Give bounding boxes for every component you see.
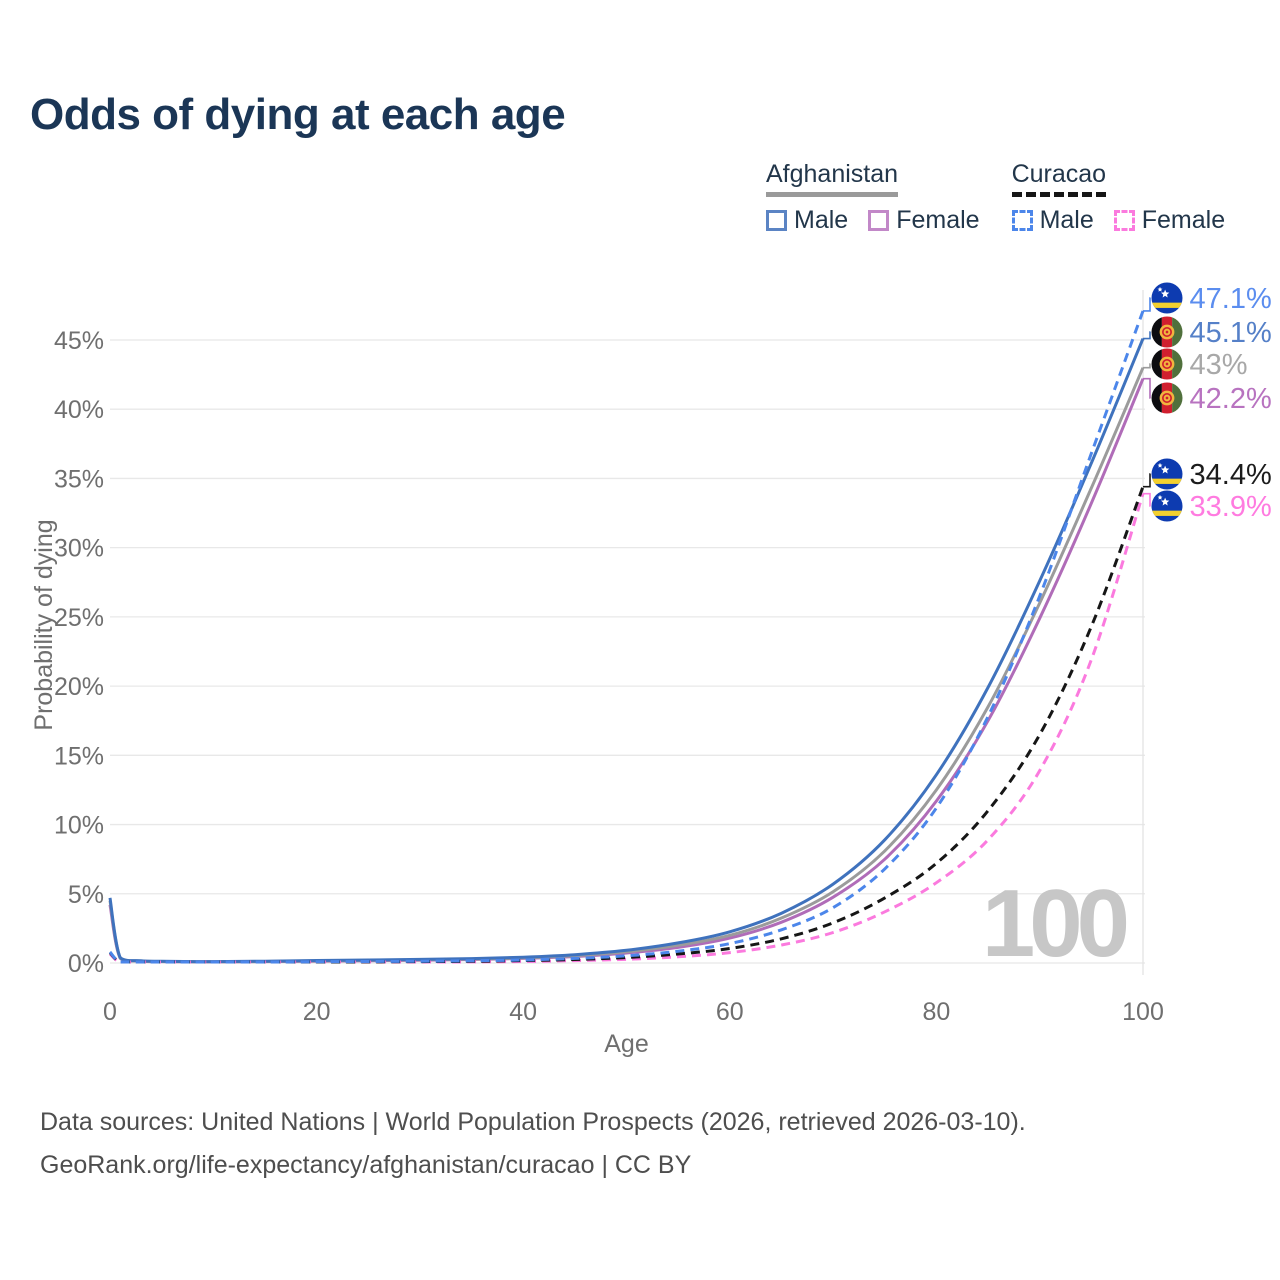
legend-item-label: Female (1141, 206, 1226, 234)
legend-country-afghanistan[interactable]: Afghanistan (766, 160, 899, 197)
y-tick-label: 15% (54, 742, 104, 770)
solid-male-swatch-icon (766, 210, 787, 231)
y-tick-label: 0% (68, 950, 104, 978)
end-value-label-afghanistan-female: 42.2% (1190, 383, 1272, 415)
curacao-flag-icon (1151, 490, 1183, 522)
legend-group-curacao: Curacao Male Female (1011, 160, 1226, 235)
x-tick-label: 100 (1122, 998, 1164, 1026)
afghanistan-flag-icon (1151, 316, 1183, 348)
dashed-female-swatch-icon (1113, 210, 1135, 231)
legend-item-afghanistan-female[interactable]: Female (868, 206, 980, 235)
end-label-connector (1143, 492, 1151, 507)
afghanistan-flag-icon (1151, 382, 1183, 414)
legend-item-curacao-female[interactable]: Female (1113, 206, 1226, 235)
y-axis-title: Probability of dying (30, 519, 58, 730)
afghanistan-flag-icon (1151, 348, 1183, 380)
footer: Data sources: United Nations | World Pop… (40, 1101, 1026, 1187)
solid-female-swatch-icon (868, 210, 890, 231)
end-value-label-curacao-male: 47.1% (1190, 283, 1272, 315)
end-label-connector (1143, 331, 1151, 340)
end-label-connector (1143, 473, 1151, 488)
y-tick-label: 25% (54, 604, 104, 632)
x-tick-label: 80 (922, 998, 950, 1026)
legend-item-label: Male (794, 206, 849, 234)
legend: Afghanistan Male Female Curacao Male (766, 160, 1225, 235)
x-tick-label: 0 (103, 998, 117, 1026)
end-label-connector (1143, 297, 1151, 312)
legend-country-curacao[interactable]: Curacao (1011, 160, 1107, 197)
legend-item-curacao-male[interactable]: Male (1011, 206, 1094, 235)
attribution-text: GeoRank.org/life-expectancy/afghanistan/… (40, 1151, 692, 1179)
end-label-connector (1143, 363, 1151, 369)
end-value-label-afghanistan-male: 45.1% (1190, 317, 1272, 349)
x-tick-label: 20 (303, 998, 331, 1026)
y-tick-label: 35% (54, 465, 104, 493)
legend-item-afghanistan-male[interactable]: Male (766, 206, 848, 235)
legend-row-afghanistan: Male Female (766, 206, 980, 235)
end-value-label-curacao-female: 33.9% (1190, 491, 1272, 523)
x-tick-label: 60 (716, 998, 744, 1026)
y-tick-label: 45% (54, 327, 104, 355)
legend-row-curacao: Male Female (1011, 206, 1226, 235)
end-value-label-curacao-both-sexes: 34.4% (1190, 459, 1272, 491)
page-title: Odds of dying at each age (30, 90, 566, 139)
legend-item-label: Male (1039, 206, 1094, 234)
y-tick-label: 30% (54, 535, 104, 563)
y-tick-label: 10% (54, 812, 104, 840)
legend-item-label: Female (896, 206, 980, 234)
end-label-connector (1143, 377, 1151, 399)
series-line-curacao-male[interactable] (108, 310, 1145, 964)
series-line-afghanistan-male[interactable] (108, 338, 1145, 964)
legend-group-afghanistan: Afghanistan Male Female (766, 160, 980, 235)
y-tick-label: 40% (54, 396, 104, 424)
y-tick-label: 20% (54, 673, 104, 701)
x-axis-title: Age (604, 1030, 648, 1058)
curacao-flag-icon (1151, 458, 1183, 490)
dashed-male-swatch-icon (1011, 210, 1033, 231)
curacao-flag-icon (1151, 282, 1183, 314)
x-tick-label: 40 (509, 998, 537, 1026)
end-value-label-afghanistan-both-sexes: 43% (1190, 349, 1248, 381)
data-sources-text: Data sources: United Nations | World Pop… (40, 1108, 1026, 1136)
age-watermark: 100 (982, 870, 1127, 977)
y-tick-label: 5% (68, 881, 104, 909)
